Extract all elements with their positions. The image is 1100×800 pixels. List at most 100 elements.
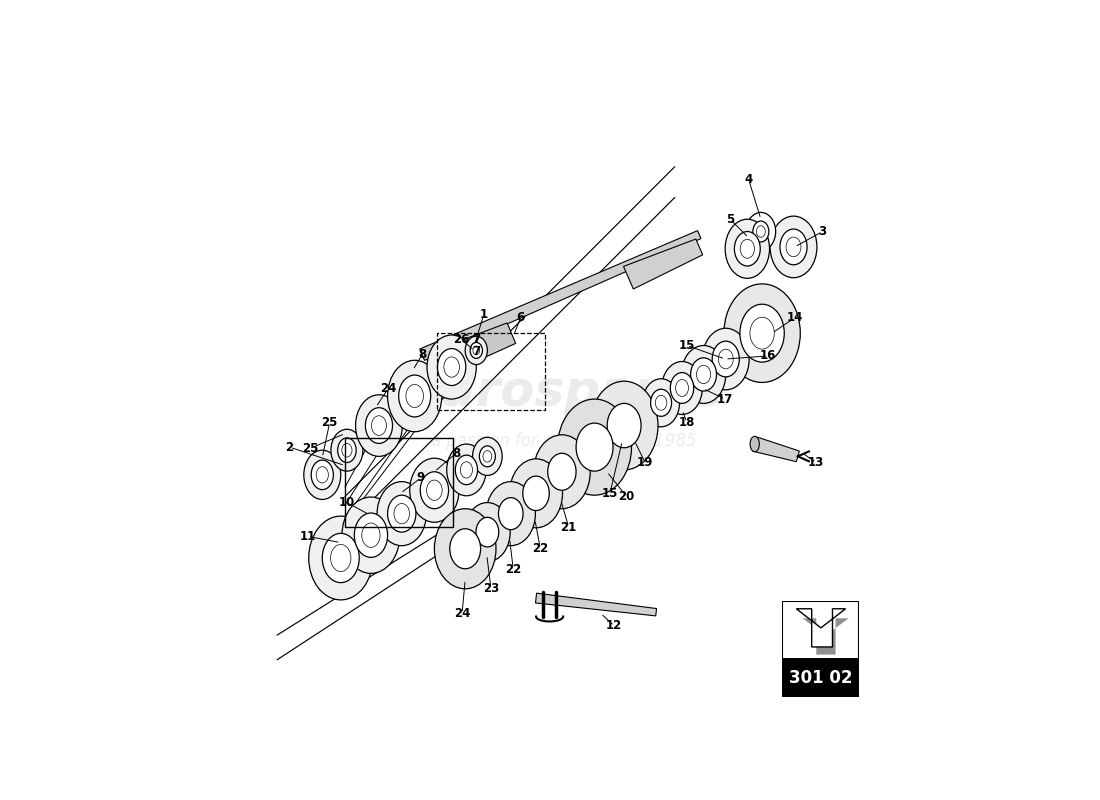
Ellipse shape <box>558 399 631 495</box>
Ellipse shape <box>309 516 373 600</box>
Ellipse shape <box>438 349 465 386</box>
Ellipse shape <box>322 534 360 582</box>
Ellipse shape <box>331 545 351 571</box>
Ellipse shape <box>718 350 734 369</box>
Ellipse shape <box>409 458 459 522</box>
Ellipse shape <box>355 394 403 456</box>
Ellipse shape <box>746 213 776 250</box>
Ellipse shape <box>473 438 502 475</box>
Ellipse shape <box>354 513 387 558</box>
Ellipse shape <box>675 379 689 397</box>
Ellipse shape <box>548 454 576 490</box>
Ellipse shape <box>406 385 424 407</box>
Text: 17: 17 <box>717 393 734 406</box>
Ellipse shape <box>780 229 807 265</box>
Ellipse shape <box>735 231 760 266</box>
Ellipse shape <box>509 459 562 528</box>
Ellipse shape <box>455 455 477 485</box>
Ellipse shape <box>712 341 739 377</box>
Ellipse shape <box>534 435 591 509</box>
Text: a passion for driving since 1985: a passion for driving since 1985 <box>431 432 696 450</box>
Ellipse shape <box>486 482 536 546</box>
Ellipse shape <box>372 416 386 435</box>
Ellipse shape <box>662 362 702 414</box>
Ellipse shape <box>331 430 363 471</box>
Polygon shape <box>417 363 440 381</box>
Ellipse shape <box>470 342 483 358</box>
Text: eurospares: eurospares <box>406 368 722 416</box>
Text: 13: 13 <box>808 456 824 469</box>
Text: 25: 25 <box>301 442 318 455</box>
Ellipse shape <box>377 482 427 546</box>
Text: 19: 19 <box>637 456 653 469</box>
Ellipse shape <box>750 436 759 452</box>
Text: 5: 5 <box>726 213 734 226</box>
Ellipse shape <box>757 226 766 238</box>
Text: 1: 1 <box>480 308 487 321</box>
Ellipse shape <box>387 495 416 532</box>
Ellipse shape <box>498 498 524 530</box>
Text: 20: 20 <box>618 490 635 503</box>
Ellipse shape <box>365 408 393 443</box>
Text: 8: 8 <box>452 446 460 460</box>
Ellipse shape <box>447 444 486 496</box>
Polygon shape <box>536 593 657 616</box>
Ellipse shape <box>450 529 481 569</box>
Text: 7: 7 <box>472 345 481 358</box>
Ellipse shape <box>342 497 400 574</box>
Ellipse shape <box>362 523 381 547</box>
Ellipse shape <box>464 502 510 562</box>
Ellipse shape <box>591 382 658 470</box>
Ellipse shape <box>650 390 671 416</box>
Ellipse shape <box>427 480 442 501</box>
Text: 8: 8 <box>418 348 426 362</box>
Ellipse shape <box>656 395 667 410</box>
Text: 24: 24 <box>454 607 471 620</box>
Ellipse shape <box>740 304 784 362</box>
Ellipse shape <box>483 450 492 462</box>
Text: 7: 7 <box>472 333 481 346</box>
Polygon shape <box>419 230 701 360</box>
Ellipse shape <box>786 237 801 257</box>
Ellipse shape <box>304 450 341 499</box>
Ellipse shape <box>576 423 613 471</box>
Text: 25: 25 <box>321 416 338 429</box>
Ellipse shape <box>770 216 817 278</box>
Text: 22: 22 <box>532 542 549 555</box>
Ellipse shape <box>740 239 755 258</box>
Polygon shape <box>624 239 703 289</box>
Text: 15: 15 <box>679 339 695 352</box>
Ellipse shape <box>398 375 431 417</box>
Ellipse shape <box>670 373 694 403</box>
Ellipse shape <box>607 403 641 448</box>
Polygon shape <box>752 437 800 462</box>
Ellipse shape <box>476 518 498 547</box>
Ellipse shape <box>465 336 487 365</box>
Ellipse shape <box>702 328 749 390</box>
Ellipse shape <box>642 378 680 426</box>
Ellipse shape <box>473 346 480 355</box>
Ellipse shape <box>394 503 409 524</box>
Text: 11: 11 <box>300 530 316 543</box>
Text: 9: 9 <box>417 471 425 485</box>
Ellipse shape <box>316 466 329 483</box>
Text: 23: 23 <box>483 582 499 595</box>
Text: 4: 4 <box>745 173 752 186</box>
Ellipse shape <box>420 472 449 509</box>
Ellipse shape <box>460 462 473 478</box>
Text: 2: 2 <box>286 441 294 454</box>
Text: 3: 3 <box>818 225 826 238</box>
Ellipse shape <box>311 460 333 490</box>
Ellipse shape <box>342 443 352 457</box>
Ellipse shape <box>681 346 726 403</box>
Ellipse shape <box>338 438 356 462</box>
Text: 16: 16 <box>760 350 777 362</box>
Text: 22: 22 <box>505 562 521 575</box>
Text: 14: 14 <box>786 311 803 324</box>
Ellipse shape <box>724 284 801 382</box>
Text: 18: 18 <box>679 416 695 429</box>
Ellipse shape <box>480 446 495 467</box>
Text: 24: 24 <box>379 382 396 395</box>
Ellipse shape <box>387 360 442 432</box>
Ellipse shape <box>691 358 716 391</box>
